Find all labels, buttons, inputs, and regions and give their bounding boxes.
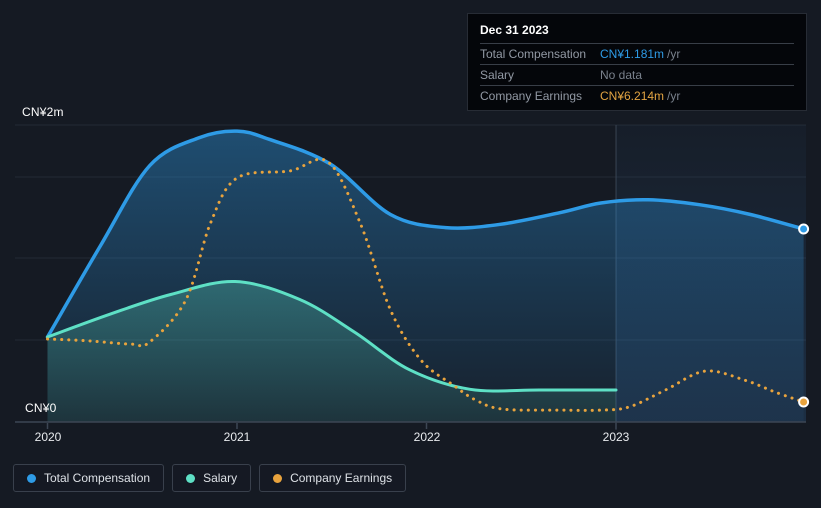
tooltip-row-company-earnings: Company Earnings CN¥6.214m /yr — [480, 85, 794, 106]
x-tick-2022: 2022 — [413, 430, 441, 444]
salary-dot-icon — [186, 473, 196, 483]
y-axis-min-label: CN¥0 — [25, 401, 57, 415]
tooltip-row-total-compensation: Total Compensation CN¥1.181m /yr — [480, 43, 794, 64]
x-tick-2020: 2020 — [34, 430, 62, 444]
legend-item-total-compensation[interactable]: Total Compensation — [13, 464, 165, 492]
tooltip-label: Total Compensation — [480, 47, 587, 61]
x-tick-2021: 2021 — [223, 430, 251, 444]
tooltip-label: Company Earnings — [480, 89, 583, 103]
tooltip-row-salary: Salary No data — [480, 64, 794, 85]
tooltip-date: Dec 31 2023 — [480, 23, 549, 37]
y-axis-max-label: CN¥2m — [22, 105, 64, 119]
tooltip-value: CN¥6.214m — [600, 89, 665, 103]
chart-legend: Total Compensation Salary Company Earnin… — [13, 464, 407, 492]
x-tick-2023: 2023 — [602, 430, 630, 444]
legend-label: Company Earnings — [290, 471, 393, 485]
legend-label: Total Compensation — [44, 471, 151, 485]
company-earnings-dot-icon — [273, 473, 283, 483]
tooltip-suffix: /yr — [667, 47, 681, 61]
legend-item-company-earnings[interactable]: Company Earnings — [259, 464, 407, 492]
tooltip-value: No data — [600, 68, 643, 82]
tooltip-value: CN¥1.181m — [600, 47, 665, 61]
legend-label: Salary — [203, 471, 238, 485]
legend-item-salary[interactable]: Salary — [172, 464, 252, 492]
tooltip-suffix: /yr — [667, 89, 681, 103]
tooltip-label: Salary — [480, 68, 515, 82]
total-compensation-dot-icon — [27, 473, 36, 483]
chart-tooltip: Dec 31 2023 Total Compensation CN¥1.181m… — [467, 13, 807, 111]
